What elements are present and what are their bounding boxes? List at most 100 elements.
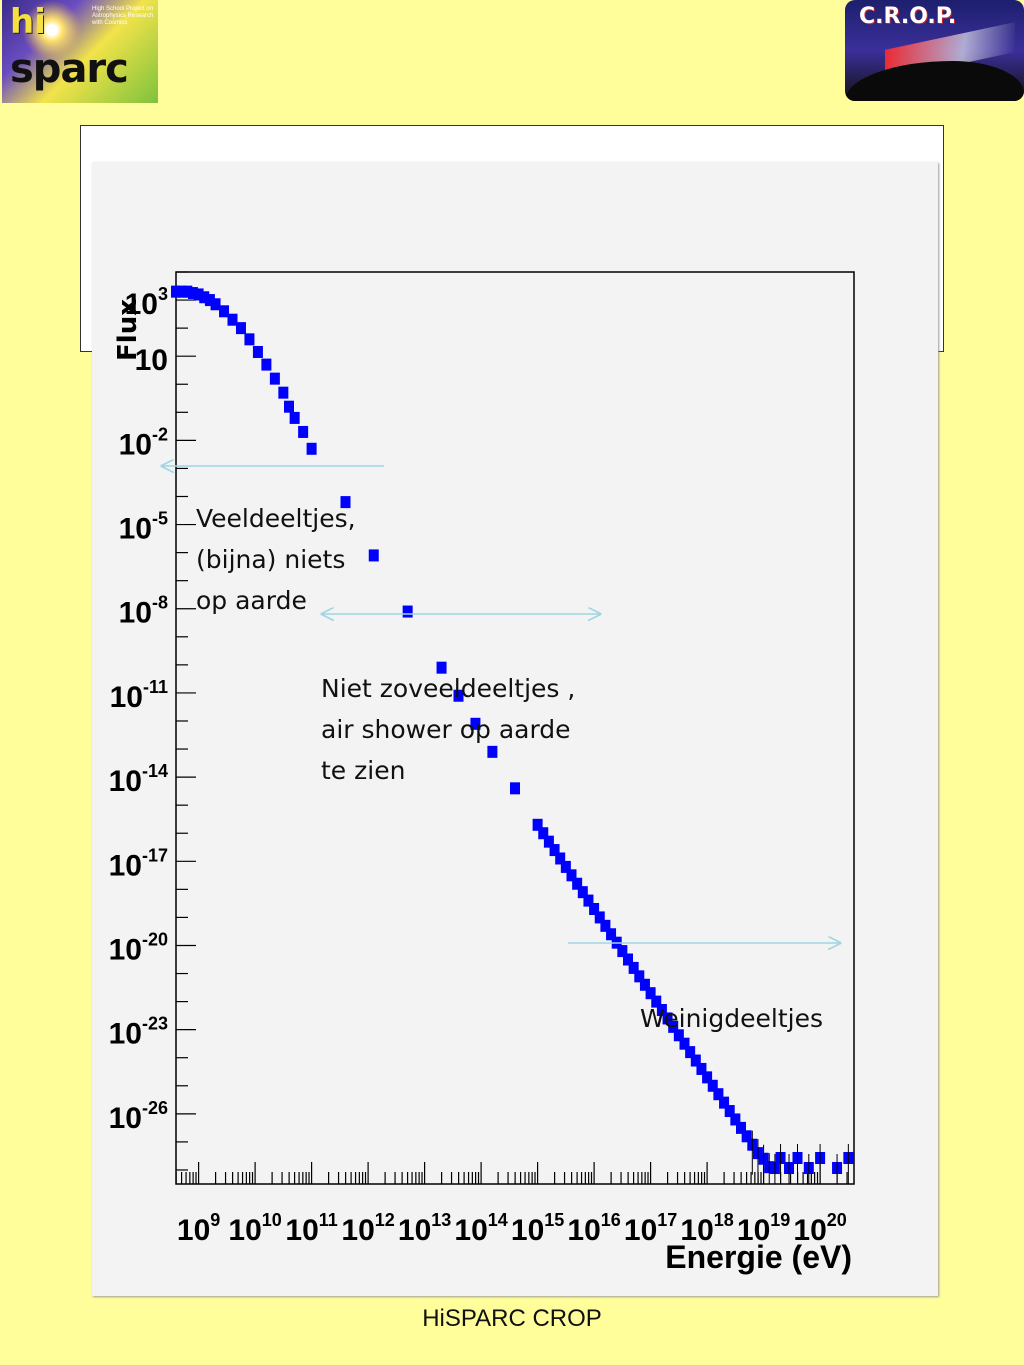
y-tick-label: 10-26 [109, 1098, 168, 1135]
data-point [402, 605, 413, 618]
data-point [453, 689, 464, 702]
data-point [538, 827, 549, 840]
y-tick-label: 103 [125, 284, 168, 321]
x-tick-label: 1011 [285, 1210, 337, 1247]
data-point [289, 411, 300, 424]
y-axis: 103 10 10-2 10-5 10-8 10-11 10-14 10-17 10-20 10-… [109, 271, 196, 1171]
crop-logo: C.R.O.P. [845, 0, 1024, 101]
data-point [713, 1088, 724, 1101]
data-point [210, 298, 221, 311]
data-point [730, 1113, 741, 1126]
data-point [227, 313, 238, 326]
sun-burst-icon [22, 0, 82, 60]
data-point [219, 305, 230, 318]
data-point [549, 844, 560, 857]
data-point [719, 1096, 730, 1109]
x-tick-label: 1017 [624, 1210, 677, 1247]
x-axis-label: Energie (eV) [665, 1239, 852, 1275]
data-point [171, 285, 181, 298]
data-point [702, 1071, 713, 1084]
crop-logo-text: C.R.O.P. [859, 4, 957, 29]
data-point [572, 877, 583, 890]
x-tick-label: 1014 [454, 1210, 507, 1247]
data-point [639, 978, 650, 991]
data-point [679, 1037, 690, 1050]
data-point [600, 919, 611, 932]
data-point [623, 953, 633, 966]
plot-frame [175, 271, 855, 1185]
data-point [673, 1029, 684, 1042]
annotation-niet-zoveel: Niet zoveeldeeltjes , air shower op aard… [321, 674, 576, 785]
x-tick-label: 1015 [511, 1210, 564, 1247]
data-point [269, 372, 280, 385]
data-point [724, 1105, 735, 1118]
data-point [696, 1062, 707, 1075]
hisparc-tagline: High School Project on Astrophysics Rese… [92, 6, 154, 26]
x-tick-label: 1019 [737, 1210, 790, 1247]
data-point [668, 1020, 679, 1033]
data-point [662, 1012, 673, 1025]
data-point [656, 1004, 667, 1017]
data-point [577, 886, 588, 899]
data-point [368, 549, 379, 562]
data-point [634, 970, 645, 983]
y-tick-label: 10-2 [119, 424, 168, 461]
data-point [235, 322, 246, 335]
y-tick-label: 10-8 [119, 593, 168, 630]
data-point [470, 717, 481, 730]
data-point [707, 1079, 718, 1092]
data-point [340, 496, 351, 509]
data-point [651, 995, 662, 1008]
data-point [244, 333, 255, 346]
x-tick-label: 1013 [398, 1210, 451, 1247]
y-tick-label: 10-23 [109, 1014, 168, 1051]
data-point [510, 782, 520, 795]
data-point [306, 442, 317, 455]
data-series [171, 285, 854, 1184]
data-point [252, 345, 263, 358]
data-point [193, 288, 204, 301]
hisparc-logo: hi sparc High School Project on Astrophy… [2, 0, 158, 103]
data-point [487, 745, 498, 758]
data-point [645, 987, 656, 1000]
data-point [736, 1121, 746, 1134]
data-point [628, 961, 639, 974]
x-tick-label: 1020 [793, 1210, 846, 1247]
annotation-veeldeeltjes: Veeldeeltjes, (bijna) niets op aarde [196, 504, 356, 615]
data-point [690, 1054, 701, 1067]
data-point [278, 386, 289, 399]
data-point [436, 661, 447, 674]
hisparc-logo-hi: hi [10, 2, 46, 42]
data-point [199, 291, 210, 304]
data-point [187, 287, 198, 300]
data-point [182, 285, 193, 298]
x-tick-label: 1012 [341, 1210, 394, 1247]
data-point [594, 911, 605, 924]
data-point [617, 945, 628, 958]
data-point [532, 818, 543, 831]
y-tick-label: 10 [135, 344, 168, 377]
data-point [566, 869, 577, 882]
data-point [606, 928, 617, 941]
data-point [560, 860, 571, 873]
data-point [685, 1046, 696, 1059]
footer-text: HiSPARC CROP [422, 1305, 602, 1332]
data-point [176, 285, 187, 298]
x-axis: 109 1010 1011 1012 1013 1014 1015 1016 1017 1018 1… [175, 1162, 848, 1247]
data-point [261, 358, 272, 371]
data-point [298, 425, 309, 438]
y-tick-label: 10-17 [109, 845, 168, 882]
data-point [543, 835, 554, 848]
y-tick-label: 10-20 [109, 929, 168, 966]
y-tick-label: 10-5 [119, 509, 168, 546]
data-point [555, 852, 566, 865]
y-tick-label: 10-14 [109, 761, 168, 798]
data-point [741, 1130, 752, 1143]
x-tick-label: 1018 [680, 1210, 733, 1247]
x-tick-label: 1010 [228, 1210, 281, 1247]
data-point [589, 902, 600, 915]
y-axis-label: Flux [113, 299, 143, 361]
data-point [284, 400, 294, 413]
data-point [204, 294, 215, 307]
